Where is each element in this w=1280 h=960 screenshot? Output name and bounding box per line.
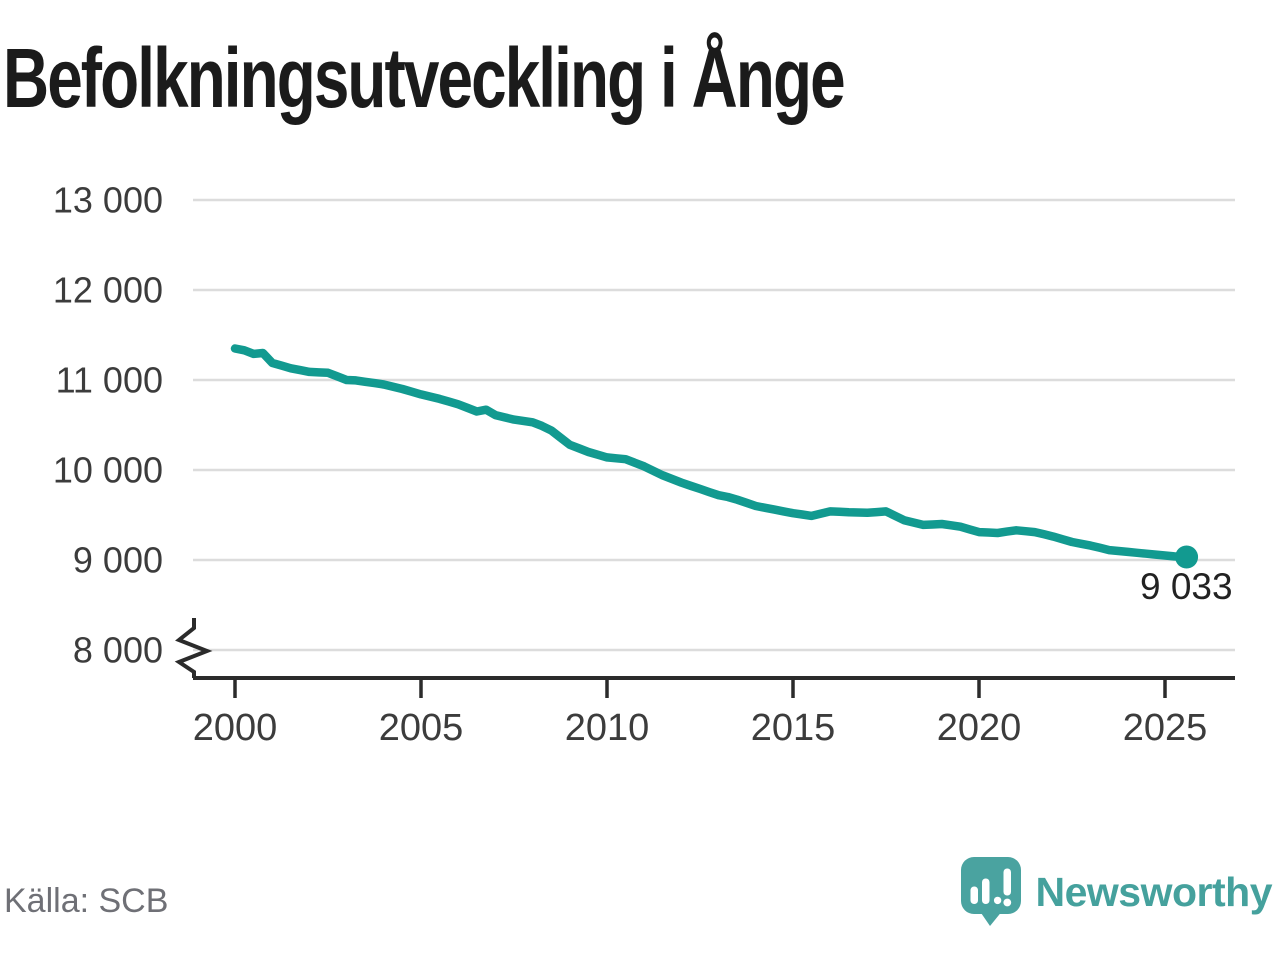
gridlines xyxy=(193,198,1235,652)
x-tick-label: 2015 xyxy=(751,707,836,749)
last-value-text: 9 033 xyxy=(1140,566,1233,607)
last-value-label: 9 033 xyxy=(1140,566,1233,607)
x-tick-label: 2000 xyxy=(193,707,278,749)
axis-break-icon xyxy=(174,618,213,678)
y-tick-label: 9 000 xyxy=(73,540,163,581)
last-point-marker xyxy=(1175,545,1199,569)
newsworthy-logo-icon xyxy=(960,857,1021,926)
x-tick-label: 2020 xyxy=(937,707,1022,749)
axis-break-zigzag xyxy=(174,618,213,678)
x-tick-label: 2005 xyxy=(379,707,464,749)
source-note: Källa: SCB xyxy=(4,882,169,920)
x-tick-label: 2025 xyxy=(1123,707,1208,749)
newsworthy-brand: Newsworthy xyxy=(960,856,1273,928)
y-tick-label: 13 000 xyxy=(53,180,163,221)
y-axis-labels: 13 000 12 000 11 000 10 000 9 000 8 000 xyxy=(53,180,163,671)
y-tick-label: 10 000 xyxy=(53,450,163,491)
y-tick-label: 11 000 xyxy=(56,360,163,401)
x-tick-label: 2010 xyxy=(565,707,650,749)
y-tick-label: 12 000 xyxy=(53,270,163,311)
x-axis: 2000 2005 2010 2015 2020 2025 xyxy=(193,676,1235,749)
series-line xyxy=(230,344,1199,569)
population-line xyxy=(230,344,1191,562)
y-tick-label: 8 000 xyxy=(73,630,163,671)
page-title: Befolkningsutveckling i Ånge xyxy=(3,31,846,125)
newsworthy-wordmark: Newsworthy xyxy=(1035,869,1273,915)
